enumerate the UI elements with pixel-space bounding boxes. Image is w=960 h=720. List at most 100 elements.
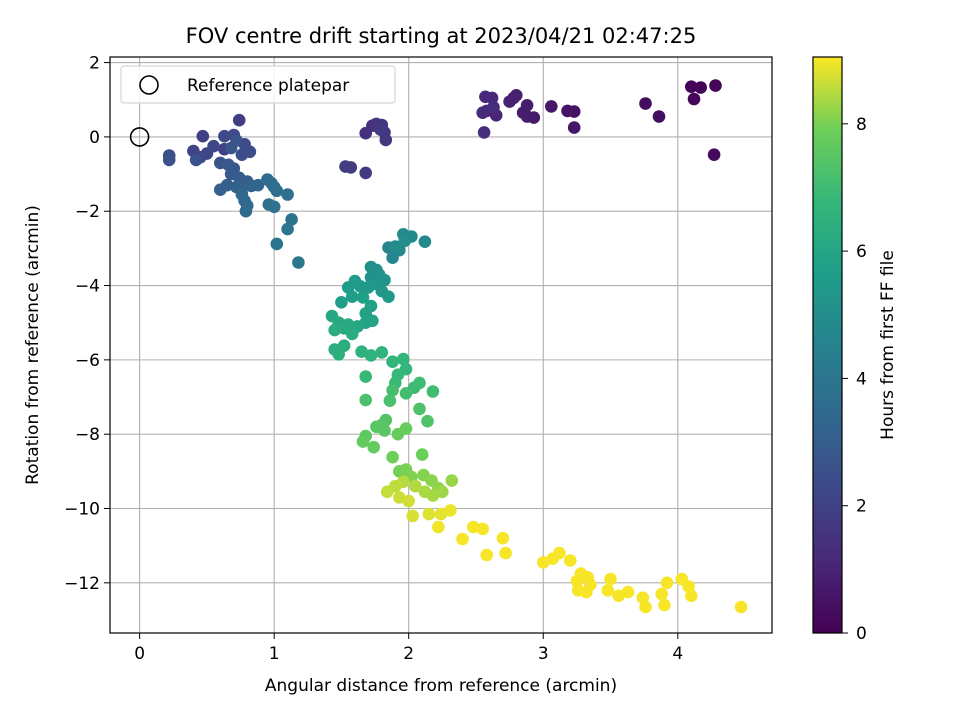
data-point [196,129,210,143]
data-point [332,348,346,361]
data-point [499,546,512,560]
data-point [709,79,722,92]
data-point [553,546,566,560]
data-point [359,370,373,383]
colorbar-tick-label: 8 [856,115,867,135]
data-point [418,235,432,248]
data-point [370,420,383,434]
data-point [413,402,426,416]
x-tick-label: 1 [269,644,280,664]
data-point [487,100,500,114]
data-point [426,385,440,398]
data-point [344,161,358,174]
data-point [409,479,422,493]
data-point [207,139,220,153]
colorbar-tick-label: 6 [856,242,867,262]
data-point [456,532,469,546]
data-point [328,323,342,337]
colorbar: 0 2 4 6 8 Hours from first FF file [812,56,898,644]
data-point [561,104,574,118]
data-points [162,79,748,614]
data-point [413,376,426,390]
data-point [285,213,298,226]
data-point [218,129,231,143]
colorbar-tick-label: 0 [856,624,867,644]
data-point [359,393,373,407]
data-point [445,474,459,487]
legend-reference-marker [139,75,159,95]
legend-box [120,65,396,104]
data-point [687,92,701,106]
data-point [398,234,412,248]
data-point [364,349,378,362]
data-point [281,222,294,236]
data-point [162,153,176,167]
data-point [479,90,492,104]
colorbar-gradient [812,56,843,634]
y-tick-label: −2 [75,202,100,222]
x-tick-label: 2 [403,644,414,664]
data-point [267,200,281,214]
data-point [639,600,652,614]
data-point [224,141,238,155]
data-point [281,188,294,201]
data-point [399,387,413,400]
data-point [418,485,432,499]
x-tick-label: 4 [672,644,683,664]
data-point [520,99,534,112]
data-point [415,448,429,461]
data-point [382,290,395,304]
data-point [480,548,494,562]
data-point [421,414,434,428]
colorbar-ticks: 0 2 4 6 8 [842,115,867,644]
colorbar-tick-label: 4 [856,369,867,389]
data-point [214,183,227,196]
plot-frame [109,56,773,634]
legend: Reference platepar [120,65,396,104]
data-point [232,113,246,127]
data-point [432,520,445,534]
x-tick-label: 0 [134,644,145,664]
data-point [503,95,516,108]
data-point [375,346,389,359]
y-tick-label: 0 [89,128,100,148]
data-point [621,585,635,599]
data-point [477,126,491,139]
data-point [367,440,381,454]
colorbar-label: Hours from first FF file [878,250,898,440]
data-point [389,240,402,253]
data-point [467,520,480,534]
y-tick-label: −6 [75,351,100,371]
data-point [545,100,558,113]
data-point [734,600,748,614]
data-point [359,166,373,180]
chart-title: FOV centre drift starting at 2023/04/21 … [186,24,697,48]
data-point [345,290,359,304]
y-tick-label: −10 [64,500,100,520]
data-point [270,237,284,251]
colorbar-tick-label: 2 [856,497,867,517]
data-point [239,204,253,218]
data-point [707,148,721,161]
data-point [406,509,420,523]
data-point [580,585,593,599]
data-point [345,327,359,341]
x-axis: 0 1 2 3 4 [134,633,683,664]
data-point [379,133,393,147]
legend-entry: Reference platepar [187,76,349,96]
x-tick-label: 3 [538,644,549,664]
y-axis-label: Rotation from reference (arcmin) [23,205,43,485]
data-point [235,148,249,161]
data-point [476,106,490,119]
data-point [399,422,413,435]
data-point [476,522,490,536]
data-point [380,485,394,499]
data-point [189,153,203,167]
data-point [356,291,370,304]
y-tick-label: −8 [75,425,100,445]
data-point [383,394,397,408]
data-point [444,504,457,517]
y-tick-label: 2 [89,54,100,74]
data-point [567,121,581,134]
